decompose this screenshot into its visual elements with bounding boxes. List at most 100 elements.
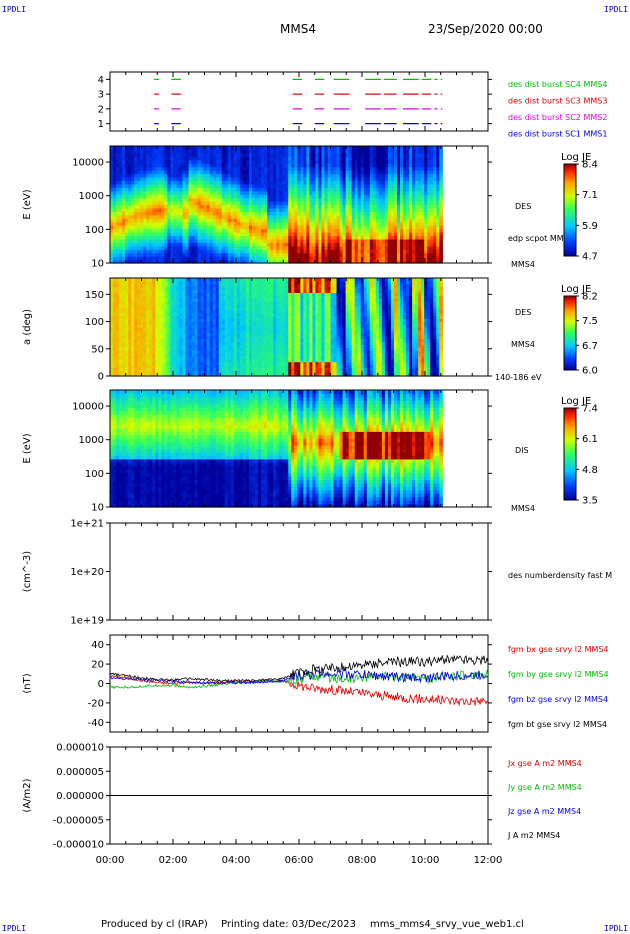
heatmap-cell: [409, 211, 413, 216]
heatmap-cell: [348, 218, 353, 223]
heatmap-cell: [264, 173, 268, 178]
heatmap-cell: [285, 176, 289, 182]
heatmap-cell: [140, 286, 144, 291]
heatmap-cell: [203, 170, 208, 175]
heatmap-cell: [188, 373, 193, 377]
heatmap-cell: [288, 204, 292, 209]
heatmap-cell: [113, 278, 117, 282]
heatmap-cell: [149, 327, 153, 331]
heatmap-cell: [267, 218, 271, 223]
heatmap-cell: [421, 256, 425, 261]
heatmap-cell: [276, 207, 280, 212]
heatmap-cell: [146, 176, 150, 182]
heatmap-cell: [233, 228, 238, 233]
heatmap-cell: [430, 159, 434, 164]
heatmap-cell: [221, 235, 226, 240]
heatmap-cell: [203, 238, 208, 243]
heatmap-cell: [167, 207, 172, 212]
heatmap-cell: [230, 225, 235, 230]
heatmap-cell: [200, 204, 205, 209]
heatmap-cell: [155, 180, 159, 185]
heatmap-cell: [149, 358, 153, 363]
heatmap-cell: [191, 309, 196, 314]
heatmap-cell: [327, 159, 332, 164]
heatmap-cell: [113, 204, 117, 209]
heatmap-cell: [200, 280, 205, 285]
heatmap-cell: [285, 204, 289, 209]
heatmap-cell: [267, 225, 271, 230]
heatmap-cell: [113, 156, 117, 161]
heatmap-cell: [282, 211, 286, 216]
heatmap-cell: [137, 211, 141, 216]
heatmap-cell: [110, 214, 114, 219]
heatmap-cell: [113, 183, 117, 188]
heatmap-cell: [221, 245, 226, 250]
heatmap-cell: [188, 370, 193, 374]
heatmap-cell: [330, 214, 335, 219]
heatmap-cell: [146, 306, 150, 311]
heatmap-cell: [248, 204, 253, 209]
heatmap-cell: [167, 361, 172, 366]
heatmap-cell: [387, 190, 392, 195]
heatmap-cell: [270, 252, 274, 257]
heatmap-cell: [146, 341, 150, 345]
heatmap-cell: [273, 173, 277, 178]
heatmap-cell: [258, 245, 262, 250]
heatmap-cell: [312, 163, 317, 168]
heatmap-cell: [357, 149, 362, 154]
heatmap-cell: [297, 204, 301, 209]
heatmap-cell: [427, 152, 431, 157]
heatmap-cell: [291, 146, 295, 151]
heatmap-cell: [125, 370, 129, 374]
heatmap-cell: [149, 373, 153, 377]
heatmap-cell: [122, 278, 126, 282]
heatmap-cell: [360, 176, 365, 182]
heatmap-cell: [179, 312, 184, 317]
heatmap-cell: [146, 232, 150, 237]
heatmap-cell: [221, 256, 226, 261]
heatmap-cell: [170, 373, 175, 377]
heatmap-cell: [137, 259, 141, 264]
heatmap-cell: [137, 373, 141, 377]
heatmap-cell: [116, 344, 120, 348]
heatmap-cell: [409, 173, 413, 178]
heatmap-cell: [372, 232, 377, 237]
heatmap-cell: [128, 170, 132, 175]
heatmap-cell: [406, 146, 410, 151]
heatmap-cell: [406, 259, 410, 264]
heatmap-cell: [424, 166, 428, 171]
heatmap-cell: [384, 156, 389, 161]
heatmap-cell: [245, 238, 250, 243]
heatmap-cell: [164, 321, 169, 325]
heatmap-cell: [378, 256, 383, 261]
heatmap-cell: [179, 146, 184, 151]
heatmap-cell: [137, 232, 141, 237]
heatmap-cell: [255, 187, 259, 192]
heatmap-cell: [282, 194, 286, 199]
heatmap-cell: [285, 242, 289, 247]
heatmap-cell: [400, 225, 404, 230]
heatmap-cell: [318, 245, 323, 250]
heatmap-cell: [381, 207, 386, 212]
heatmap-cell: [170, 242, 175, 247]
heatmap-cell: [194, 201, 199, 206]
heatmap-cell: [191, 159, 196, 164]
heatmap-cell: [273, 176, 277, 182]
heatmap-cell: [439, 156, 443, 161]
heatmap-cell: [167, 201, 172, 206]
heatmap-cell: [155, 156, 159, 161]
heatmap-cell: [221, 238, 226, 243]
heatmap-cell: [255, 249, 259, 254]
heatmap-cell: [324, 242, 329, 247]
heatmap-cell: [131, 280, 135, 285]
heatmap-cell: [191, 298, 196, 302]
heatmap-cell: [285, 156, 289, 161]
heatmap-cell: [182, 207, 187, 212]
heatmap-cell: [375, 249, 380, 254]
heatmap-cell: [173, 292, 178, 296]
heatmap-cell: [342, 156, 347, 161]
heatmap-cell: [146, 207, 150, 212]
heatmap-cell: [188, 163, 193, 168]
heatmap-cell: [267, 194, 271, 199]
heatmap-cell: [348, 249, 353, 254]
